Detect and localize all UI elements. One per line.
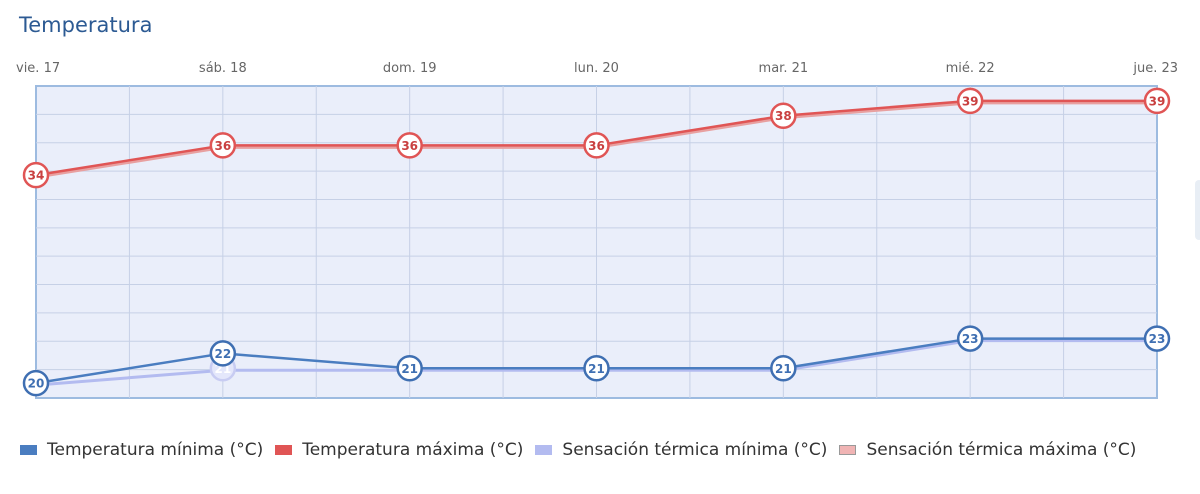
data-point	[396, 132, 423, 159]
data-label: 36	[214, 139, 231, 153]
data-point	[396, 355, 423, 382]
data-point	[1143, 325, 1171, 352]
legend-item-feel-max[interactable]: Sensación térmica máxima (°C)	[839, 440, 1136, 460]
data-label: 36	[588, 139, 605, 153]
legend-swatch	[839, 445, 857, 455]
data-point	[583, 355, 610, 382]
x-tick-label: jue. 23	[1132, 61, 1178, 76]
data-label: 21	[588, 362, 605, 376]
data-point	[209, 340, 237, 367]
data-label: 39	[1149, 94, 1166, 108]
x-tick-label: mié. 22	[946, 61, 995, 76]
data-point	[770, 355, 797, 382]
data-label: 21	[401, 362, 418, 376]
chart-legend: Temperatura mínima (°C) Temperatura máxi…	[20, 440, 1148, 460]
legend-item-feel-min[interactable]: Sensación térmica mínima (°C)	[535, 440, 827, 460]
legend-label: Temperatura mínima (°C)	[47, 440, 264, 460]
legend-item-temp-min[interactable]: Temperatura mínima (°C)	[20, 440, 263, 460]
x-tick-label: sáb. 18	[199, 61, 247, 76]
legend-swatch	[535, 445, 553, 455]
data-label: 23	[1149, 332, 1166, 346]
legend-item-temp-max[interactable]: Temperatura máxima (°C)	[275, 440, 523, 460]
x-tick-label: vie. 17	[16, 61, 60, 76]
x-tick-label: mar. 21	[759, 61, 809, 76]
data-label: 22	[214, 347, 231, 361]
data-point	[583, 132, 610, 159]
x-tick-label: dom. 19	[383, 61, 437, 76]
legend-label: Temperatura máxima (°C)	[302, 440, 524, 460]
data-label: 21	[775, 362, 792, 376]
chart-title: Temperatura	[19, 13, 153, 37]
data-label: 36	[401, 139, 418, 153]
legend-swatch	[275, 445, 293, 455]
data-point	[770, 102, 797, 129]
data-point	[22, 161, 50, 189]
side-scroll-tab[interactable]	[1195, 180, 1200, 240]
data-point	[209, 132, 237, 159]
data-label: 34	[28, 169, 45, 183]
temperature-chart: vie. 17 sáb. 18 dom. 19 lun. 20 mar. 21 mié. …	[16, 61, 1178, 399]
data-point	[956, 325, 984, 352]
legend-label: Sensación térmica máxima (°C)	[866, 440, 1137, 460]
legend-swatch	[20, 445, 37, 455]
data-point	[22, 369, 50, 397]
data-point	[956, 87, 984, 115]
data-label: 38	[775, 109, 792, 123]
x-tick-label: lun. 20	[574, 61, 619, 76]
data-label: 23	[962, 332, 979, 346]
data-label: 39	[962, 94, 979, 108]
legend-label: Sensación térmica mínima (°C)	[562, 440, 828, 460]
data-point	[1143, 87, 1171, 115]
data-label: 20	[28, 377, 45, 391]
x-axis-labels: vie. 17 sáb. 18 dom. 19 lun. 20 mar. 21 mié. …	[16, 61, 1178, 76]
